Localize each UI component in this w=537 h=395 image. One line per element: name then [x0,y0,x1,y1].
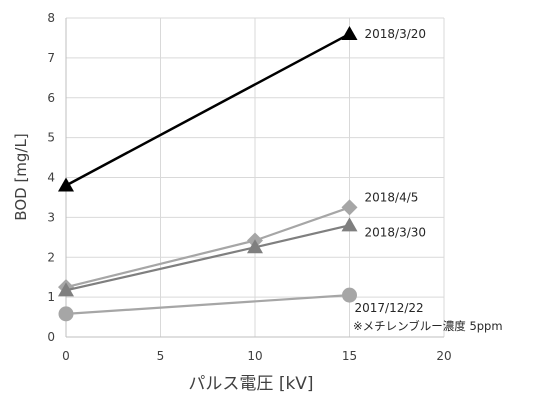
x-tick-label-4: 20 [436,349,451,363]
y-tick-label-7: 7 [47,51,55,65]
y-tick-label-0: 0 [47,330,55,344]
data-point [341,199,358,216]
series-label-1: 2018/4/5 [365,190,419,204]
y-tick-label-6: 6 [47,91,55,105]
y-tick-label-1: 1 [47,290,55,304]
x-tick-label-1: 5 [157,349,165,363]
x-tick-label-0: 0 [62,349,70,363]
series-1 [58,199,358,296]
y-tick-label-3: 3 [47,210,55,224]
series-label-3: 2017/12/22 [355,301,424,315]
data-point [58,177,74,192]
series-line [65,224,350,292]
series-label-2: 2018/3/30 [365,225,427,239]
series-labels: 2018/3/20 2018/4/5 2018/3/30 2017/12/22 [355,27,427,315]
series-line [65,206,350,289]
data-point [247,239,263,254]
data-point [342,287,357,303]
series-3 [58,287,357,322]
x-tick-label-3: 15 [342,349,357,363]
data-point [58,306,74,322]
y-tick-label-4: 4 [47,171,55,185]
data-point [341,217,358,232]
series-label-0: 2018/3/20 [365,27,427,41]
x-axis-title: パルス電圧 [kV] [188,374,313,394]
y-tick-label-8: 8 [47,11,55,25]
series-line [65,294,350,315]
series-group [58,25,358,322]
y-tick-label-5: 5 [47,131,55,145]
y-axis-title: BOD [mg/L] [12,133,30,220]
x-tick-label-2: 10 [247,349,262,363]
y-tick-label-2: 2 [47,250,55,264]
data-point [341,25,358,40]
series-line [65,32,351,187]
annotation-note: ※メチレンブルー濃度 5ppm [353,319,503,333]
series-0 [58,25,358,192]
series-2 [58,217,358,297]
grid [65,17,445,338]
tick-labels: 0 1 2 3 4 5 6 7 8 0 5 10 15 20 [47,11,451,363]
data-point [58,282,74,297]
